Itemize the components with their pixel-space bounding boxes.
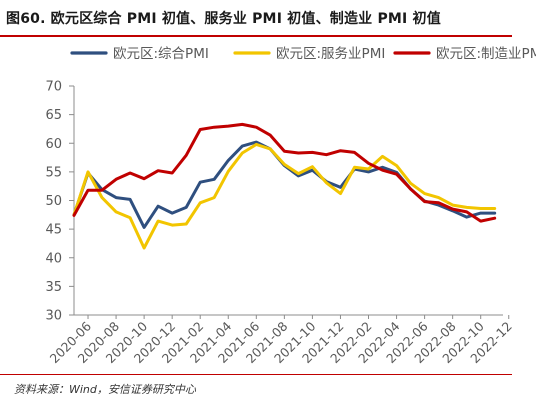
- x-axis: 2020-062020-082020-102020-122021-022021-…: [47, 314, 515, 366]
- y-tick-label: 65: [45, 108, 62, 123]
- series-line-1: [72, 140, 497, 229]
- y-tick-label: 45: [45, 223, 62, 238]
- legend-label-2: 欧元区:服务业PMI: [276, 46, 385, 62]
- series-line-2: [72, 142, 497, 250]
- source-rule: [0, 374, 512, 375]
- chart-legend: 欧元区:综合PMI 欧元区:服务业PMI 欧元区:制造业PMI: [70, 46, 536, 62]
- y-tick-label: 50: [45, 194, 62, 209]
- y-axis: 30 35 40 45 50 55 60 65 70: [45, 80, 75, 324]
- y-tick-label: 70: [45, 80, 62, 95]
- chart-source: 资料来源：Wind，安信证券研究中心: [14, 383, 196, 396]
- y-tick-label: 35: [45, 280, 62, 295]
- y-tick-label: 40: [45, 251, 62, 266]
- legend-label-1: 欧元区:综合PMI: [113, 46, 209, 62]
- series-line-3: [72, 122, 497, 223]
- y-tick-label: 30: [45, 309, 62, 324]
- series-layer: [72, 122, 497, 250]
- y-tick-label: 60: [45, 137, 62, 152]
- legend-label-3: 欧元区:制造业PMI: [436, 46, 536, 62]
- title-rule: [0, 35, 512, 37]
- chart-title: 图60. 欧元区综合 PMI 初值、服务业 PMI 初值、制造业 PMI 初值: [6, 11, 441, 27]
- y-tick-label: 55: [45, 165, 62, 180]
